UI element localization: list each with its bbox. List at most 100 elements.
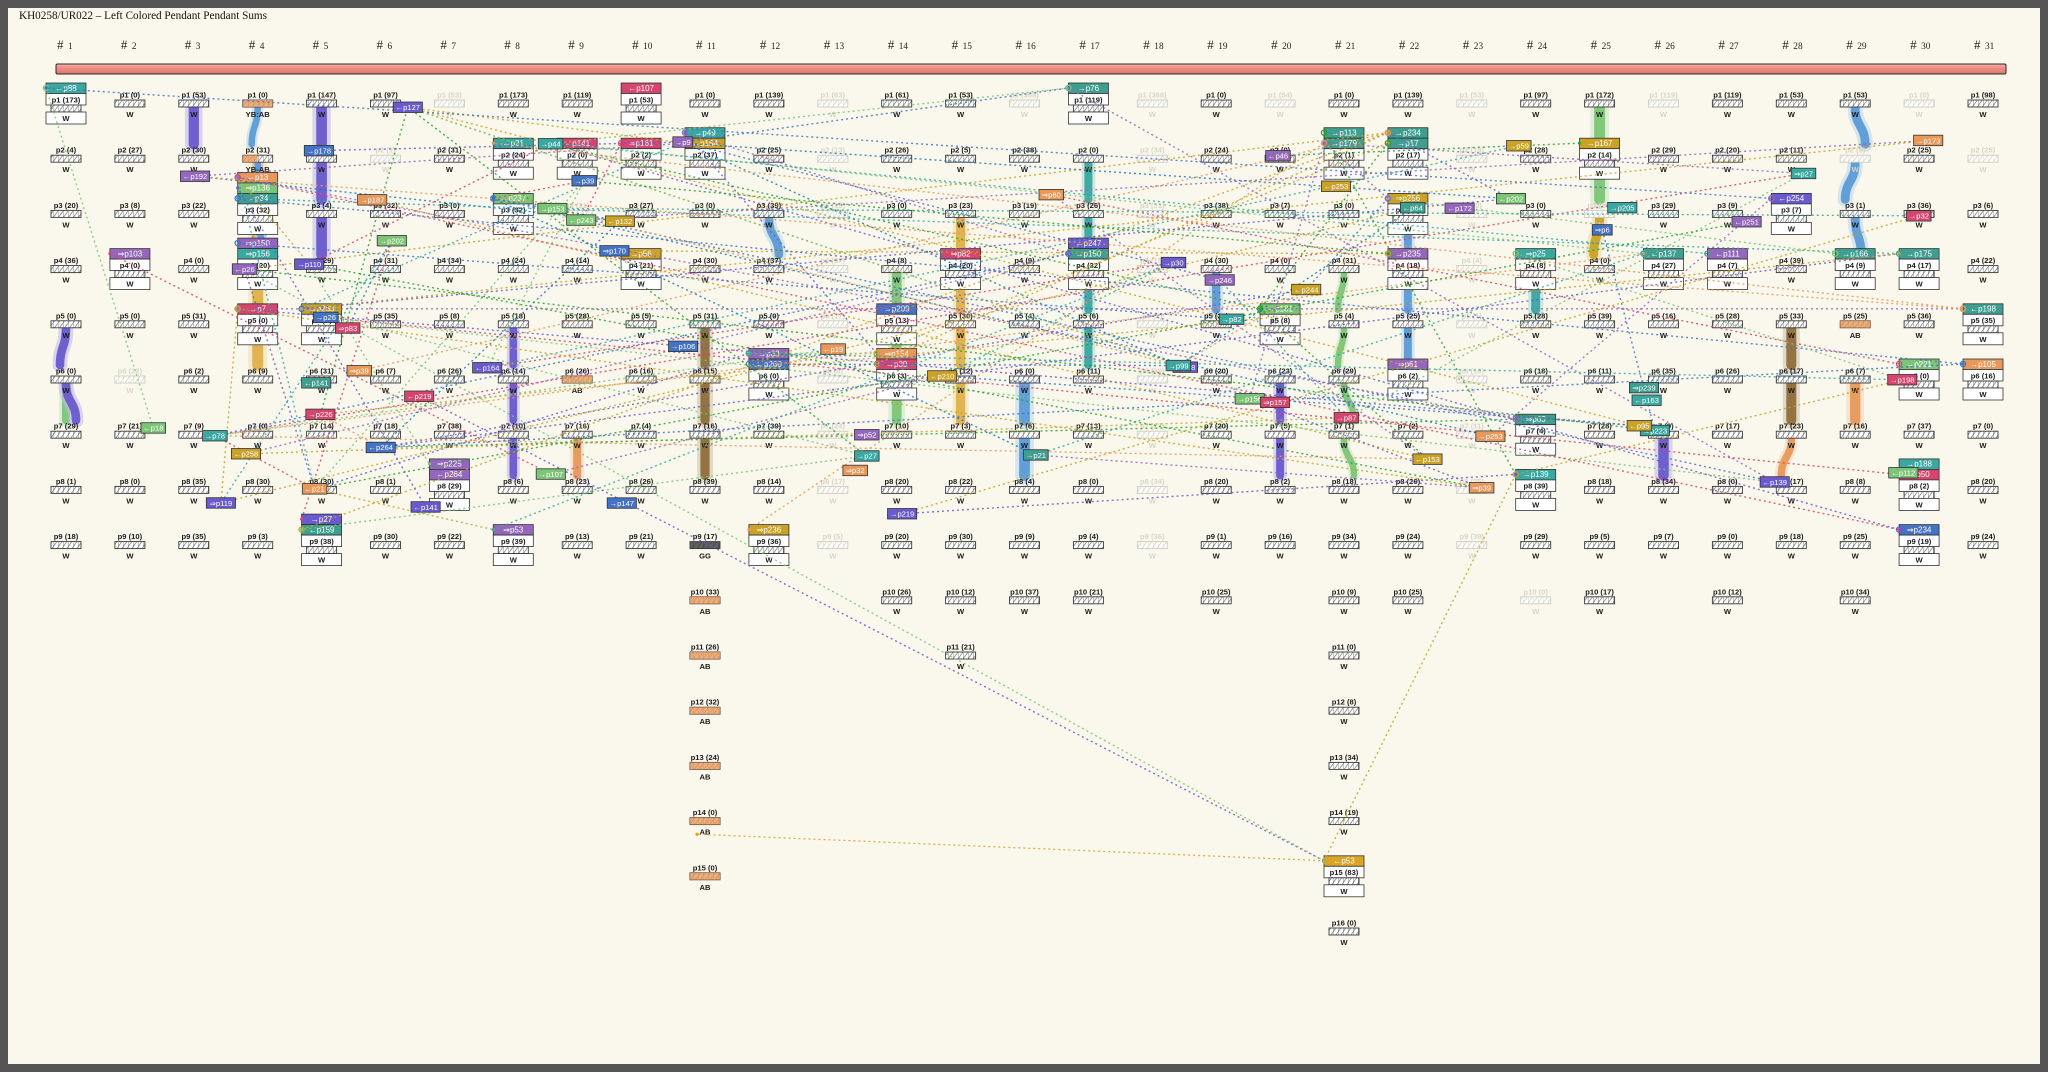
- svg-text:⇒p27: ⇒p27: [1794, 169, 1813, 178]
- svg-text:p8 (1): p8 (1): [375, 477, 396, 486]
- svg-text:p2 (31): p2 (31): [245, 146, 270, 155]
- svg-text:←p219: ←p219: [407, 392, 432, 401]
- svg-text:#: #: [1335, 37, 1342, 52]
- svg-text:p7 (16): p7 (16): [1843, 422, 1868, 431]
- svg-text:p3 (4): p3 (4): [311, 201, 332, 210]
- svg-text:#: #: [57, 37, 64, 52]
- svg-text:p9 (24): p9 (24): [1971, 532, 1996, 541]
- svg-text:#: #: [760, 37, 767, 52]
- svg-text:p7 (27): p7 (27): [1140, 422, 1165, 431]
- svg-text:W: W: [701, 169, 709, 178]
- svg-text:p4 (9): p4 (9): [1845, 261, 1866, 270]
- svg-text:W: W: [1277, 220, 1285, 229]
- svg-text:15: 15: [963, 42, 973, 52]
- svg-text:p8 (4): p8 (4): [1014, 477, 1035, 486]
- svg-text:W: W: [701, 110, 709, 119]
- svg-text:#: #: [888, 37, 895, 52]
- svg-text:W: W: [1404, 607, 1412, 616]
- svg-text:W: W: [254, 496, 262, 505]
- svg-text:W: W: [1724, 441, 1732, 450]
- svg-text:W: W: [574, 331, 582, 340]
- svg-text:p1 (173): p1 (173): [499, 91, 528, 100]
- svg-text:W: W: [1149, 165, 1157, 174]
- svg-text:p4 (30): p4 (30): [1204, 256, 1229, 265]
- svg-text:→p87: →p87: [1336, 414, 1356, 423]
- svg-text:W: W: [1979, 335, 1987, 344]
- svg-text:←p159: ←p159: [309, 525, 335, 534]
- svg-text:AB: AB: [700, 607, 711, 616]
- svg-text:p5 (4): p5 (4): [1014, 311, 1035, 320]
- svg-text:p6 (11): p6 (11): [1588, 367, 1613, 376]
- svg-text:←p254: ←p254: [1778, 194, 1804, 203]
- svg-text:#: #: [185, 37, 192, 52]
- svg-text:←p153: ←p153: [1415, 455, 1440, 464]
- svg-text:9: 9: [579, 42, 584, 52]
- svg-text:#: #: [313, 37, 320, 52]
- svg-text:←p137: ←p137: [1651, 249, 1677, 258]
- svg-text:→p26: →p26: [316, 313, 336, 322]
- svg-text:p3 (7): p3 (7): [1781, 206, 1802, 215]
- svg-text:p9 (39): p9 (39): [501, 537, 526, 546]
- svg-text:W: W: [126, 165, 134, 174]
- svg-text:W: W: [957, 441, 965, 450]
- svg-text:←p172: ←p172: [1447, 204, 1472, 213]
- svg-text:p2 (17): p2 (17): [1396, 151, 1421, 160]
- svg-text:⇒p103: ⇒p103: [118, 249, 143, 258]
- svg-text:→p198: →p198: [1890, 376, 1915, 385]
- svg-text:p6 (9): p6 (9): [248, 367, 269, 376]
- svg-text:10: 10: [643, 42, 653, 52]
- svg-text:W: W: [1788, 441, 1796, 450]
- svg-text:p9 (39): p9 (39): [1460, 532, 1485, 541]
- svg-text:W: W: [1852, 441, 1860, 450]
- svg-text:2: 2: [132, 42, 137, 52]
- svg-text:p14 (0): p14 (0): [693, 808, 718, 817]
- svg-text:23: 23: [1474, 42, 1484, 52]
- svg-text:W: W: [574, 496, 582, 505]
- svg-text:←p132: ←p132: [608, 217, 633, 226]
- svg-text:W: W: [1468, 331, 1476, 340]
- svg-text:p4 (4): p4 (4): [1462, 256, 1483, 265]
- svg-text:p12 (8): p12 (8): [1332, 698, 1357, 707]
- svg-text:1: 1: [68, 42, 73, 52]
- svg-text:p4 (27): p4 (27): [1651, 261, 1676, 270]
- svg-text:p3 (0): p3 (0): [1526, 201, 1547, 210]
- svg-text:AB: AB: [700, 883, 711, 892]
- svg-text:W: W: [1340, 772, 1348, 781]
- svg-text:p9 (25): p9 (25): [1843, 532, 1868, 541]
- svg-text:p2 (9): p2 (9): [1845, 146, 1866, 155]
- svg-text:W: W: [1916, 220, 1924, 229]
- svg-text:#: #: [1463, 37, 1470, 52]
- svg-text:p9 (34): p9 (34): [1332, 532, 1357, 541]
- svg-text:#: #: [632, 37, 639, 52]
- svg-text:p1 (0): p1 (0): [1334, 91, 1355, 100]
- svg-text:→p39: →p39: [574, 177, 594, 186]
- svg-text:W: W: [446, 386, 454, 395]
- svg-text:→p153: →p153: [540, 204, 565, 213]
- svg-text:p7 (16): p7 (16): [565, 422, 590, 431]
- svg-text:#: #: [249, 37, 256, 52]
- svg-text:p1 (119): p1 (119): [563, 91, 592, 100]
- svg-text:p1 (0): p1 (0): [120, 91, 141, 100]
- svg-text:p8 (2): p8 (2): [1270, 477, 1291, 486]
- svg-text:p15 (83): p15 (83): [1330, 868, 1359, 877]
- svg-text:W: W: [957, 607, 965, 616]
- svg-text:W: W: [1660, 110, 1668, 119]
- svg-text:→p178: →p178: [307, 146, 332, 155]
- svg-text:W: W: [126, 552, 134, 561]
- svg-text:W: W: [1468, 110, 1476, 119]
- svg-text:W: W: [62, 165, 70, 174]
- svg-text:p10 (12): p10 (12): [1713, 587, 1742, 596]
- svg-text:W: W: [126, 386, 134, 395]
- svg-text:p2 (5): p2 (5): [950, 146, 971, 155]
- svg-text:p6 (23): p6 (23): [1268, 367, 1293, 376]
- svg-text:W: W: [1021, 552, 1029, 561]
- svg-text:W: W: [254, 552, 262, 561]
- svg-text:W: W: [382, 110, 390, 119]
- svg-text:W: W: [957, 552, 965, 561]
- svg-text:p5 (6): p5 (6): [1078, 311, 1099, 320]
- svg-text:W: W: [1277, 496, 1285, 505]
- svg-text:→p187: →p187: [360, 196, 385, 205]
- svg-text:W: W: [765, 496, 773, 505]
- svg-text:W: W: [1788, 110, 1796, 119]
- svg-text:W: W: [1979, 552, 1987, 561]
